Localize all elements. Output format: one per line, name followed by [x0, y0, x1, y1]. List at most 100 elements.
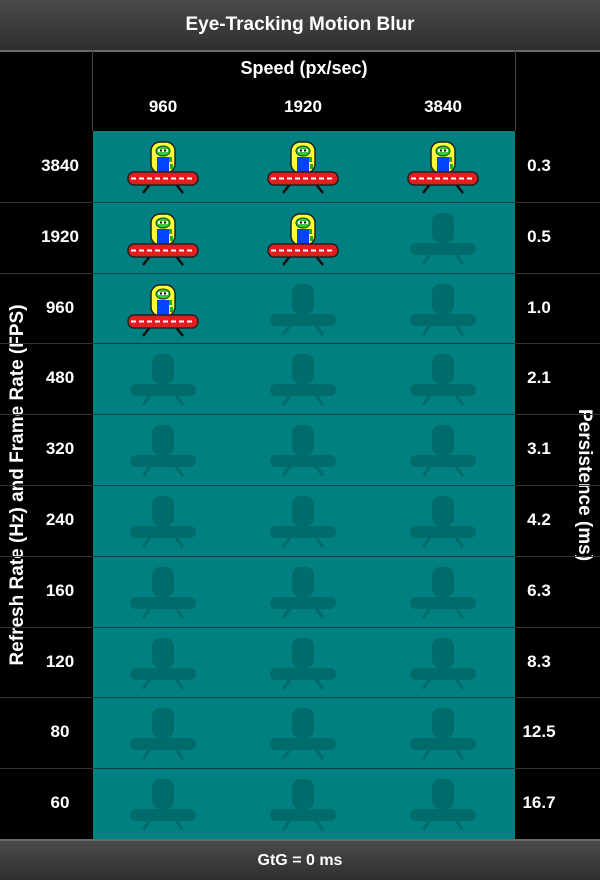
persistence-label: 8.3 [527, 651, 551, 671]
ufo-silhouette-icon [270, 283, 336, 336]
ufo-cell [93, 769, 233, 839]
refresh-rate-label: 3840 [41, 156, 79, 175]
row-divider [515, 485, 600, 486]
ufo-cell [93, 203, 233, 273]
ufo-silhouette-icon [270, 566, 336, 619]
gtg-footer: GtG = 0 ms [0, 839, 600, 880]
ufo-cell [233, 486, 373, 556]
persistence-label: 6.3 [527, 580, 551, 600]
ufo-silhouette-icon [410, 212, 476, 265]
row-divider [0, 272, 93, 274]
ufo-cell [233, 769, 373, 839]
ufo-silhouette-icon [410, 425, 476, 478]
ufo-silhouette-icon [270, 779, 336, 832]
row-divider [0, 485, 93, 486]
ufo-silhouette-icon [270, 425, 336, 478]
diagram-title: Eye-Tracking Motion Blur [0, 0, 600, 52]
persistence-label: 0.3 [527, 156, 551, 175]
ufo-cell [233, 628, 373, 698]
ufo-cell [93, 557, 233, 627]
row-divider [0, 555, 93, 557]
row-divider [515, 626, 600, 628]
grid-row [93, 201, 515, 273]
persistence-label: 16.7 [522, 793, 556, 813]
persistence-label: 2.1 [527, 368, 551, 388]
grid-row [93, 555, 515, 627]
ufo-cell [373, 203, 513, 273]
ufo-cell [233, 274, 373, 344]
ufo-cell [373, 274, 513, 344]
row-divider [515, 697, 600, 699]
ufo-cell [93, 415, 233, 485]
ufo-silhouette-icon [270, 637, 336, 690]
ufo-silhouette-icon [410, 708, 476, 761]
ufo-cell [233, 203, 373, 273]
ufo-alien-icon [267, 213, 339, 266]
ufo-silhouette-icon [130, 779, 196, 832]
row-divider [0, 343, 93, 345]
grid-row [93, 272, 515, 344]
ufo-silhouette-icon [270, 708, 336, 761]
ufo-cell [373, 486, 513, 556]
ufo-cell [233, 557, 373, 627]
persistence-label: 12.5 [522, 722, 556, 742]
ufo-cell [373, 344, 513, 414]
ufo-silhouette-icon [130, 496, 196, 548]
ufo-cell [233, 344, 373, 414]
speed-header-960: 960 [148, 97, 178, 116]
persistence-label: 1.0 [527, 297, 551, 317]
refresh-rate-label: 60 [50, 793, 70, 813]
speed-header-1920: 1920 [284, 97, 322, 116]
grid-row [93, 485, 515, 556]
refresh-rate-label: 960 [45, 297, 75, 317]
grid-row [93, 131, 515, 201]
ufo-grid [93, 131, 515, 839]
refresh-rate-label: 120 [45, 651, 75, 671]
persistence-label: 3.1 [527, 439, 551, 459]
ufo-alien-icon [127, 283, 199, 337]
ufo-cell [373, 557, 513, 627]
ufo-silhouette-icon [130, 708, 196, 761]
speed-header-3840: 3840 [424, 97, 462, 116]
row-divider [515, 555, 600, 557]
row-divider [0, 414, 93, 416]
row-divider [515, 201, 600, 203]
ufo-silhouette-icon [270, 354, 336, 407]
refresh-rate-label: 240 [45, 510, 75, 529]
row-divider [515, 343, 600, 345]
ufo-silhouette-icon [130, 637, 196, 690]
ufo-cell [233, 698, 373, 768]
ufo-silhouette-icon [410, 779, 476, 832]
refresh-rate-label: 480 [45, 368, 75, 388]
header-divider-right [515, 50, 516, 131]
grid-row [93, 343, 515, 414]
ufo-cell [233, 131, 373, 201]
refresh-rate-label: 320 [45, 439, 75, 459]
ufo-cell [93, 628, 233, 698]
ufo-silhouette-icon [410, 354, 476, 407]
header-divider-left [92, 50, 93, 131]
refresh-rate-label: 80 [50, 722, 70, 742]
ufo-cell [373, 628, 513, 698]
ufo-alien-icon [267, 141, 339, 194]
grid-row [93, 626, 515, 698]
grid-row [93, 697, 515, 768]
ufo-silhouette-icon [270, 496, 336, 548]
ufo-silhouette-icon [130, 425, 196, 478]
ufo-alien-icon [407, 141, 479, 194]
ufo-cell [373, 131, 513, 201]
speed-axis-label: Speed (px/sec) [240, 58, 368, 78]
ufo-cell [93, 698, 233, 768]
ufo-cell [233, 415, 373, 485]
refresh-rate-label: 1920 [41, 226, 79, 246]
ufo-silhouette-icon [410, 566, 476, 619]
ufo-cell [93, 486, 233, 556]
row-divider [515, 768, 600, 770]
ufo-cell [93, 344, 233, 414]
ufo-silhouette-icon [130, 354, 196, 407]
persistence-label: 0.5 [527, 226, 551, 246]
ufo-cell [373, 698, 513, 768]
row-divider [0, 201, 93, 203]
ufo-cell [373, 769, 513, 839]
